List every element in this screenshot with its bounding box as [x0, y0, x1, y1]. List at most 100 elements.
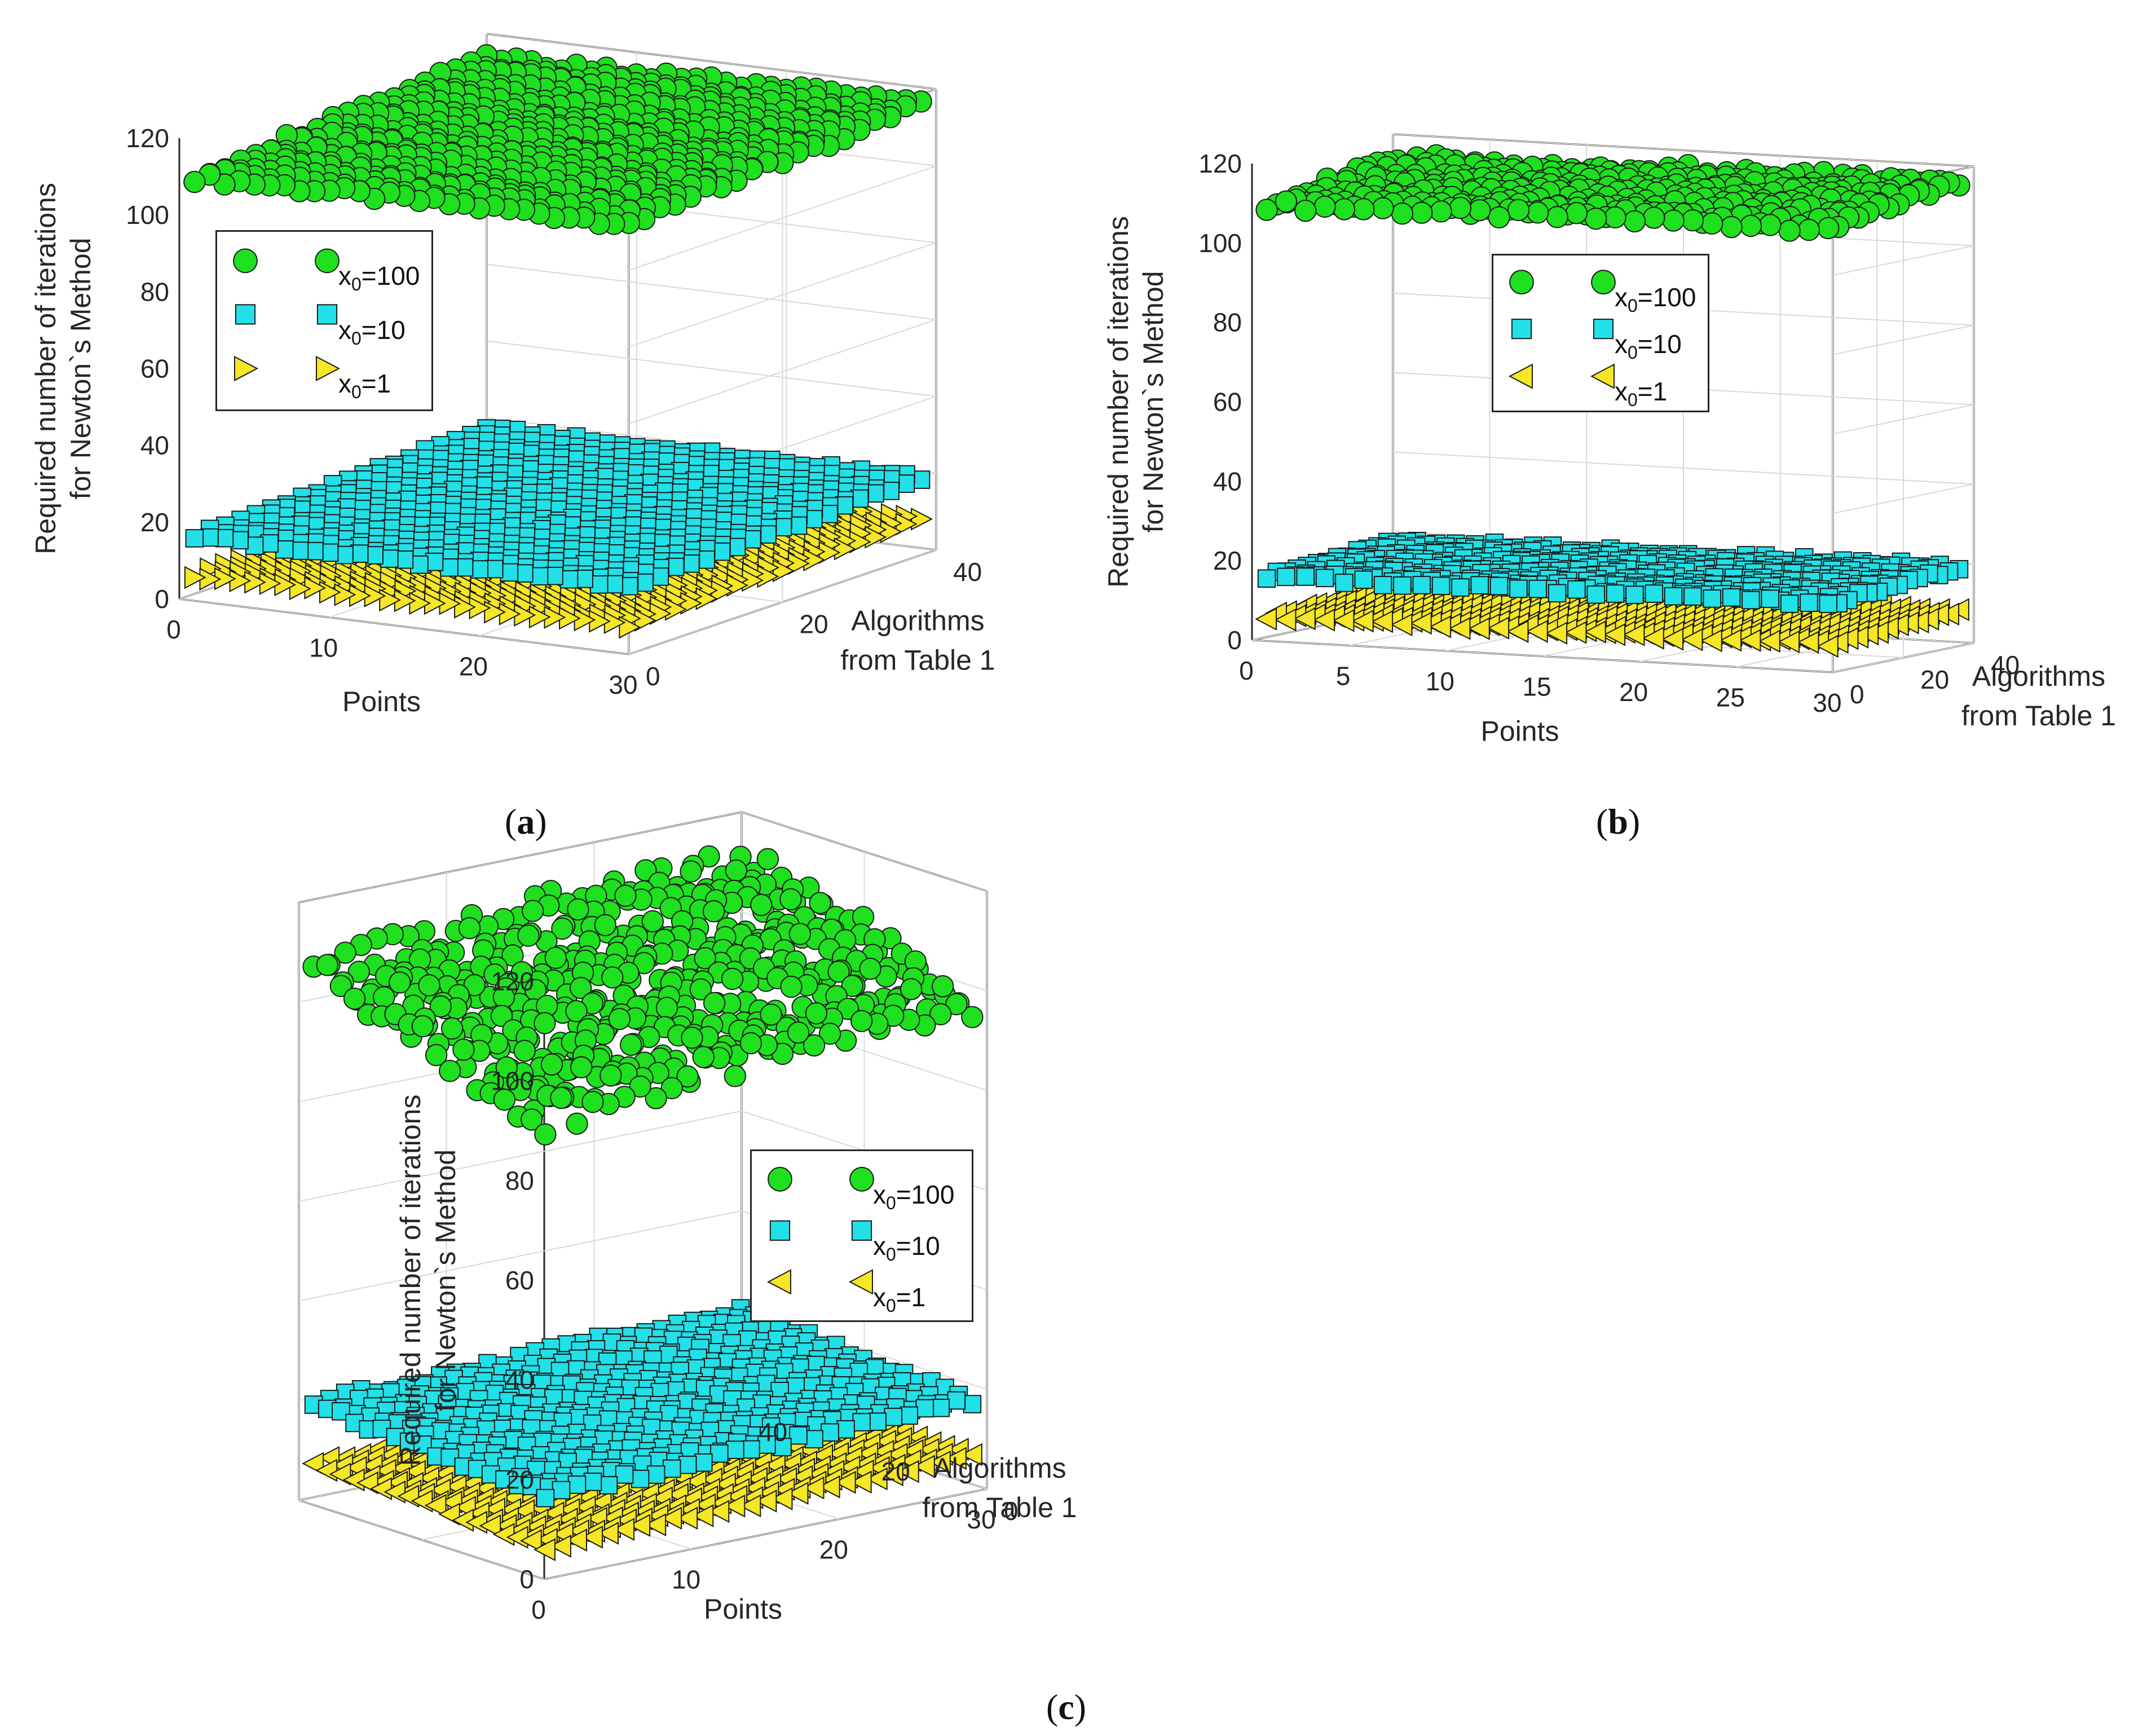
data-point: [788, 923, 812, 945]
data-point: [1720, 215, 1743, 239]
data-point: [570, 976, 592, 999]
data-point: [1623, 623, 1645, 646]
z-tick-label: 0: [1227, 625, 1242, 655]
data-point: [583, 1473, 602, 1491]
legend-a: x0=100 x0=10 x0=1: [215, 230, 433, 411]
data-point: [865, 525, 887, 549]
data-point: [1664, 587, 1683, 606]
data-point: [1315, 569, 1334, 588]
legend-entry: x0=100: [1493, 266, 1708, 316]
data-point: [411, 1015, 434, 1038]
data-point: [780, 975, 803, 998]
data-point: [1662, 209, 1685, 232]
y-axis-label-line1: Algorithms: [933, 1452, 1066, 1484]
data-point: [1390, 613, 1413, 637]
panel-c: 0 20 40 60 80 100 120 0 10 20 30 0 20 40 Required numb…: [298, 811, 1635, 1736]
data-point: [334, 941, 356, 964]
x-tick-label: 30: [1813, 688, 1841, 717]
data-point: [750, 893, 773, 917]
z-tick-label: 100: [1198, 228, 1242, 258]
data-point: [458, 917, 481, 940]
data-point: [710, 1444, 729, 1463]
data-point: [707, 1500, 730, 1523]
data-point: [365, 546, 384, 565]
data-point: [805, 1002, 828, 1025]
data-point: [1585, 207, 1607, 230]
data-point: [567, 1475, 587, 1494]
data-point: [931, 1399, 950, 1417]
data-point: [343, 987, 366, 1010]
data-point: [1526, 620, 1548, 643]
data-point: [787, 1021, 810, 1044]
data-point: [1528, 579, 1548, 598]
data-point: [805, 1430, 823, 1449]
data-point: [1584, 620, 1606, 644]
legend-label: x0=1: [338, 368, 391, 403]
z-tick-label: 40: [1213, 466, 1242, 496]
data-point: [519, 1529, 542, 1553]
z-tick-label: 120: [1198, 149, 1242, 178]
data-point: [911, 507, 933, 531]
data-point: [1393, 576, 1412, 595]
data-point: [581, 1090, 604, 1113]
z-axis-label-line2: for Newton`s Method: [430, 1149, 461, 1411]
data-point: [534, 1012, 556, 1034]
data-point: [501, 944, 524, 967]
data-point: [536, 1488, 555, 1508]
data-point: [1548, 584, 1567, 603]
data-point: [628, 1514, 651, 1537]
data-point: [789, 1426, 808, 1445]
z-tick-label: 100: [491, 1067, 534, 1096]
x-tick-label: 30: [609, 670, 637, 699]
data-point: [493, 1088, 516, 1111]
data-point: [549, 1535, 571, 1558]
grid-y-line: [179, 193, 629, 655]
data-point: [1545, 622, 1568, 645]
data-point: [821, 1423, 839, 1442]
data-point: [660, 1506, 682, 1530]
data-point: [534, 1123, 557, 1146]
legend-marker: [769, 1220, 791, 1241]
z-axis-label-line2: for Newton`s Method: [1138, 271, 1169, 532]
data-point: [551, 917, 574, 940]
data-point: [522, 900, 544, 922]
data-point: [1797, 631, 1819, 654]
z-tick-label: 0: [155, 584, 169, 614]
series-x0=1: [1255, 571, 1969, 658]
data-point: [289, 577, 311, 601]
data-point: [1700, 629, 1722, 653]
panel-b: 0 20 40 60 80 100 120 0 5 10 15 20 25 30 0 20 40 Required…: [1072, 0, 2147, 846]
x-tick-label: 0: [531, 1595, 546, 1624]
legend-label-base: x: [338, 369, 351, 399]
data-point: [702, 900, 725, 923]
data-point: [1625, 585, 1644, 604]
data-point: [756, 848, 779, 870]
data-point: [1451, 578, 1470, 597]
data-point: [691, 1504, 714, 1527]
data-point: [1817, 217, 1840, 240]
legend-label-base: x: [873, 1231, 886, 1261]
data-point: [484, 559, 504, 579]
data-point: [1761, 589, 1780, 608]
legend-label-rest: =100: [1637, 283, 1696, 312]
legend-label-base: x: [338, 315, 351, 345]
y-axis-label-line2: from Table 1: [1961, 700, 2116, 732]
y-tick-label: 0: [1004, 1496, 1019, 1526]
z-tick-label: 120: [491, 967, 534, 996]
legend-marker-icon: [769, 1220, 872, 1241]
data-point: [1409, 611, 1432, 635]
data-point: [565, 1528, 588, 1552]
legend-label-sub: 0: [351, 328, 361, 349]
data-point: [850, 1010, 873, 1032]
y-tick-label: 0: [1850, 680, 1864, 709]
data-point: [1333, 198, 1356, 221]
caption-c: (c): [1046, 1687, 1087, 1727]
legend-label-sub: 0: [1628, 296, 1638, 316]
legend-label-rest: =1: [896, 1282, 926, 1312]
data-point: [1371, 610, 1394, 633]
data-point: [681, 554, 700, 573]
data-point: [1313, 195, 1336, 218]
data-point: [552, 1481, 571, 1500]
data-point: [947, 1391, 966, 1410]
